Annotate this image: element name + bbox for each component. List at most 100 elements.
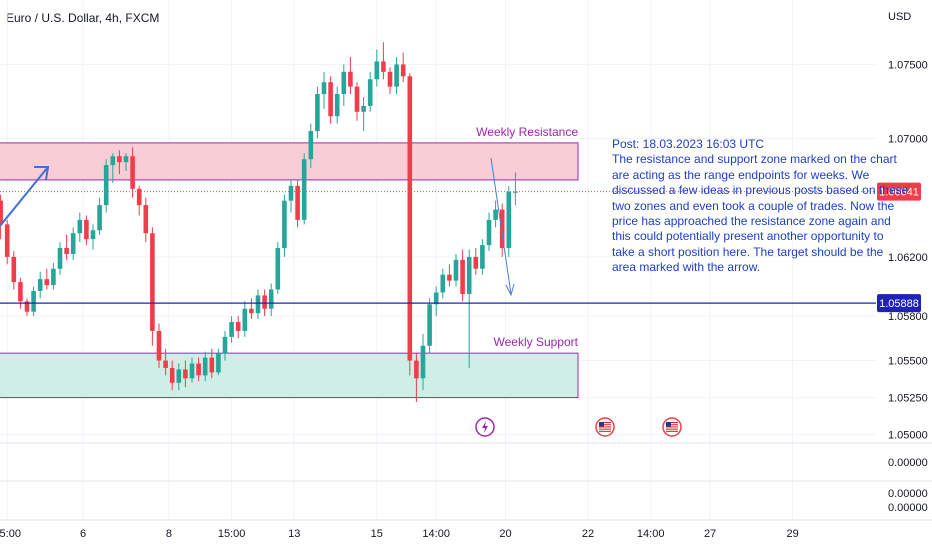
zones: Weekly Resistance Weekly Support [0,125,579,399]
candle-body [301,159,307,220]
candle [117,150,122,174]
candle-body [183,369,188,379]
candle [506,185,512,257]
candle [51,262,56,290]
note-line: are acting as the range endpoints for we… [612,167,870,182]
candle-body [433,292,439,305]
candle-body [400,64,406,77]
candle [460,249,465,302]
us-flag-icon-stripe [666,428,678,430]
candle [414,353,419,403]
time-tick-label: 29 [786,528,798,540]
candle-body [453,259,459,281]
time-tick-label: 15:00 [218,528,246,540]
candle-body [97,205,102,231]
candle-body [315,94,320,132]
candle [110,153,116,183]
candle [466,249,472,368]
candle-body [321,82,327,95]
candle-body [255,295,261,314]
candle [176,363,182,391]
candle-body [361,105,366,112]
candle [11,250,17,290]
note-line: Post: 18.03.2023 16:03 UTC [612,137,765,151]
candle [381,42,386,80]
time-tick-label: 14:00 [422,528,450,540]
candle-body [110,156,116,166]
us-flag-icon-stripe [666,422,678,424]
us-flag-icon-stripe [599,430,611,432]
us-flag-icon [662,417,682,437]
candle [374,49,380,87]
candle-body [328,82,333,117]
candle-body [394,64,399,87]
time-tick-label: 15:00 [0,528,21,540]
current-price-tag-label: 1.06641 [879,187,919,199]
candle [150,227,155,346]
candle-body [295,185,300,220]
candle-body [480,245,485,269]
trend-arrow-head [34,166,50,181]
candle-body [64,248,69,254]
candle-body [282,200,287,249]
grid [0,0,932,521]
candle-body [420,345,426,379]
currency-label: USD [888,11,911,23]
us-flag-icon-stripe [666,426,678,428]
current-price-tag [877,182,921,201]
candle [480,239,485,275]
candle [64,234,69,260]
candle-body [11,256,17,283]
candle-body [84,219,89,240]
candle-body [288,185,294,201]
candle [24,298,30,317]
candle-body [427,304,432,346]
candle [295,179,300,228]
time-tick-label: 14:00 [637,528,665,540]
candle [433,286,439,317]
candle-body [387,71,393,87]
candle-body [348,71,353,87]
us-flag-icon-stripe [666,424,678,426]
candle-body [90,230,96,240]
candle [189,357,195,383]
candle-body [229,322,234,337]
price-tick-label: 1.05000 [888,430,928,442]
candle-body [275,248,281,290]
time-tick-label: 27 [704,528,716,540]
candle [216,348,221,376]
candle [387,67,393,95]
candle [447,264,452,287]
candle [249,298,254,320]
candle-body [341,71,347,95]
candle [84,215,89,246]
candle-body [249,308,254,314]
candle-body [24,301,30,312]
candle [229,316,234,343]
overlays [0,157,876,304]
candle-body [460,259,465,294]
candle-body [486,219,492,246]
candle-body [499,209,505,249]
candle-body [209,357,215,373]
candle-body [77,219,83,234]
candle-body [4,224,10,257]
candle [321,71,327,109]
candle-body [130,156,135,189]
candle-body [367,79,373,106]
us-flag-icon-stripe [666,430,678,432]
us-flag-icon-canton [599,422,604,427]
resistance-zone-label: Weekly Resistance [476,125,578,139]
candle [202,351,208,382]
candle [242,301,248,337]
candle-body [150,233,155,331]
lightning-icon [475,417,495,437]
candle [209,348,215,379]
candle-body [308,131,314,160]
candle-body [334,94,340,117]
candle [196,357,201,382]
candle [255,289,261,320]
candle-body [37,279,43,291]
price-tick-label: 1.07500 [888,59,928,71]
